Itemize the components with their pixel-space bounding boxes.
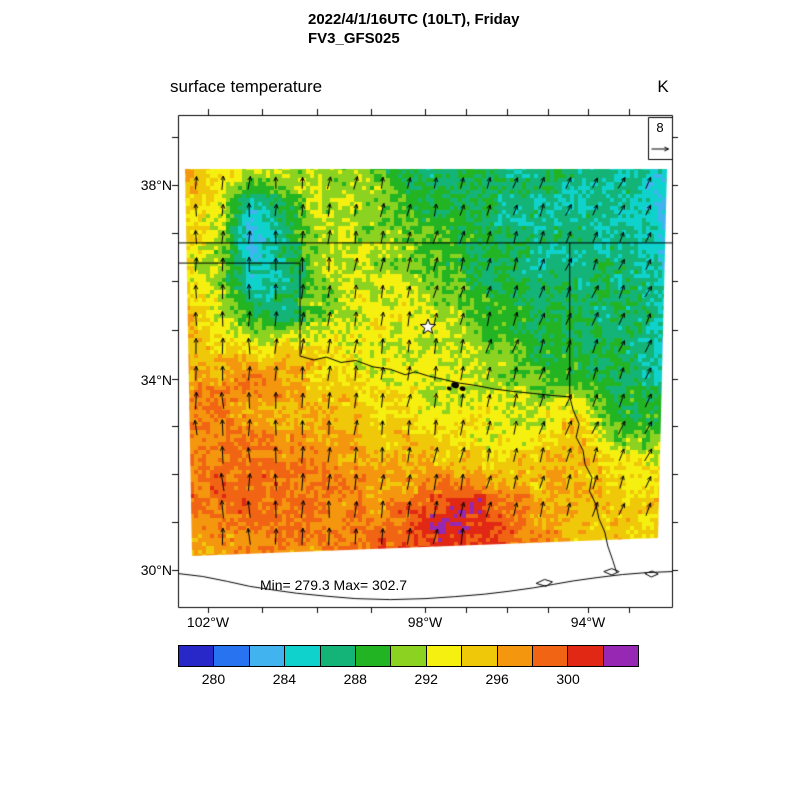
- colorbar-cell: [567, 645, 604, 667]
- lon-tick-label-94w: 94°W: [570, 614, 606, 630]
- title-model: FV3_GFS025: [308, 30, 400, 47]
- colorbar-tick-label: 300: [556, 671, 580, 687]
- minmax-label: Min= 279.3 Max= 302.7: [260, 577, 408, 593]
- colorbar-cell: [284, 645, 321, 667]
- colorbar-cell: [602, 645, 640, 667]
- colorbar-tick-label: 288: [343, 671, 367, 687]
- lon-tick-label-98w: 98°W: [407, 614, 443, 630]
- colorbar-tick-label: 296: [485, 671, 509, 687]
- colorbar-tick-label: 284: [272, 671, 297, 687]
- colorbar-cell: [248, 645, 286, 667]
- colorbar-cell: [461, 645, 498, 667]
- colorbar-tick-label: 292: [414, 671, 438, 687]
- wind-reference-value: 8: [656, 120, 664, 135]
- lon-tick-label-102w: 102°W: [186, 614, 230, 630]
- field-label: surface temperature: [170, 77, 323, 96]
- colorbar: [178, 645, 640, 667]
- colorbar-cell: [531, 645, 569, 667]
- colorbar-cell: [213, 645, 250, 667]
- colorbar-cell: [390, 645, 427, 667]
- lat-tick-label-34n: 34°N: [140, 372, 172, 388]
- title-datetime: 2022/4/1/16UTC (10LT), Friday: [308, 11, 520, 28]
- colorbar-tick-label: 280: [201, 671, 226, 687]
- colorbar-cell: [178, 645, 215, 667]
- colorbar-cell: [425, 645, 463, 667]
- colorbar-cell: [354, 645, 392, 667]
- colorbar-cell: [319, 645, 356, 667]
- title-block: 2022/4/1/16UTC (10LT), Friday FV3_GFS025: [308, 10, 519, 48]
- lat-tick-label-30n: 30°N: [140, 562, 172, 578]
- colorbar-cell: [496, 645, 533, 667]
- unit-label: K: [657, 77, 669, 96]
- lat-tick-label-38n: 38°N: [140, 177, 172, 193]
